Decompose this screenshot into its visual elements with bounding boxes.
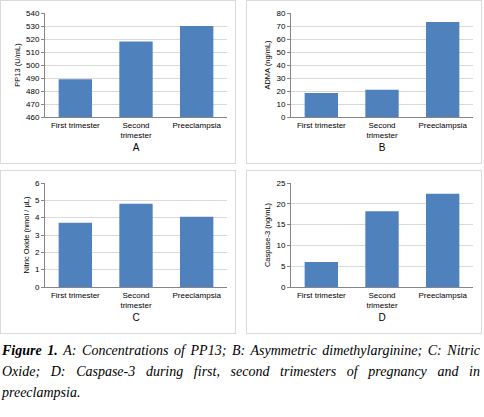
svg-text:4: 4 (35, 213, 40, 222)
svg-text:15: 15 (276, 220, 285, 229)
svg-text:0: 0 (281, 283, 286, 292)
svg-text:First trimester: First trimester (51, 291, 100, 300)
svg-text:500: 500 (26, 61, 40, 70)
svg-text:70: 70 (276, 22, 285, 31)
html-text:Figure 1. A: Concentrations of: Figure 1. A: Concentrations of PP13; B: … (2, 343, 480, 400)
svg-text:2: 2 (35, 248, 40, 257)
svg-text:530: 530 (26, 22, 40, 31)
svg-text:0: 0 (281, 113, 286, 122)
svg-text:80: 80 (276, 9, 285, 18)
svg-text:25: 25 (276, 179, 285, 188)
svg-text:40: 40 (276, 61, 285, 70)
svg-text:5: 5 (35, 196, 40, 205)
svg-text:A: A (133, 142, 140, 153)
svg-text:Secondtrimester: Secondtrimester (120, 291, 151, 310)
svg-text:First trimester: First trimester (297, 291, 346, 300)
svg-text:10: 10 (276, 241, 285, 250)
svg-text:60: 60 (276, 35, 285, 44)
svg-text:490: 490 (26, 74, 40, 83)
svg-text:20: 20 (276, 200, 285, 209)
svg-text:480: 480 (26, 87, 40, 96)
svg-text:PP13 (U/mL): PP13 (U/mL) (13, 43, 22, 87)
svg-text:30: 30 (276, 74, 285, 83)
svg-text:First trimester: First trimester (297, 121, 346, 130)
svg-text:1: 1 (35, 265, 40, 274)
svg-text:5: 5 (281, 262, 286, 271)
svg-text:C: C (132, 312, 139, 323)
svg-text:6: 6 (35, 179, 40, 188)
svg-text:Secondtrimester: Secondtrimester (366, 121, 397, 140)
svg-text:Caspase-3 (ng/mL): Caspase-3 (ng/mL) (263, 202, 272, 267)
svg-text:20: 20 (276, 87, 285, 96)
svg-text:Preeclampsia: Preeclampsia (418, 291, 467, 300)
svg-text:510: 510 (26, 48, 40, 57)
svg-text:Secondtrimester: Secondtrimester (120, 121, 151, 140)
svg-text:540: 540 (26, 9, 40, 18)
svg-text:B: B (379, 142, 386, 153)
svg-text:ADMA (ng/mL): ADMA (ng/mL) (263, 40, 272, 90)
svg-text:470: 470 (26, 100, 40, 109)
svg-text:Nitric Oxide (nmol / µL): Nitric Oxide (nmol / µL) (22, 196, 31, 273)
svg-text:Secondtrimester: Secondtrimester (366, 291, 397, 310)
svg-text:520: 520 (26, 35, 40, 44)
svg-text:D: D (378, 312, 385, 323)
svg-text:Preeclampsia: Preeclampsia (418, 121, 467, 130)
svg-text:0: 0 (35, 283, 40, 292)
svg-text:3: 3 (35, 231, 40, 240)
svg-text:Preeclampsia: Preeclampsia (172, 291, 221, 300)
svg-text:Preeclampsia: Preeclampsia (172, 121, 221, 130)
svg-text:First trimester: First trimester (51, 121, 100, 130)
svg-text:50: 50 (276, 48, 285, 57)
svg-text:460: 460 (26, 113, 40, 122)
svg-text:10: 10 (276, 100, 285, 109)
